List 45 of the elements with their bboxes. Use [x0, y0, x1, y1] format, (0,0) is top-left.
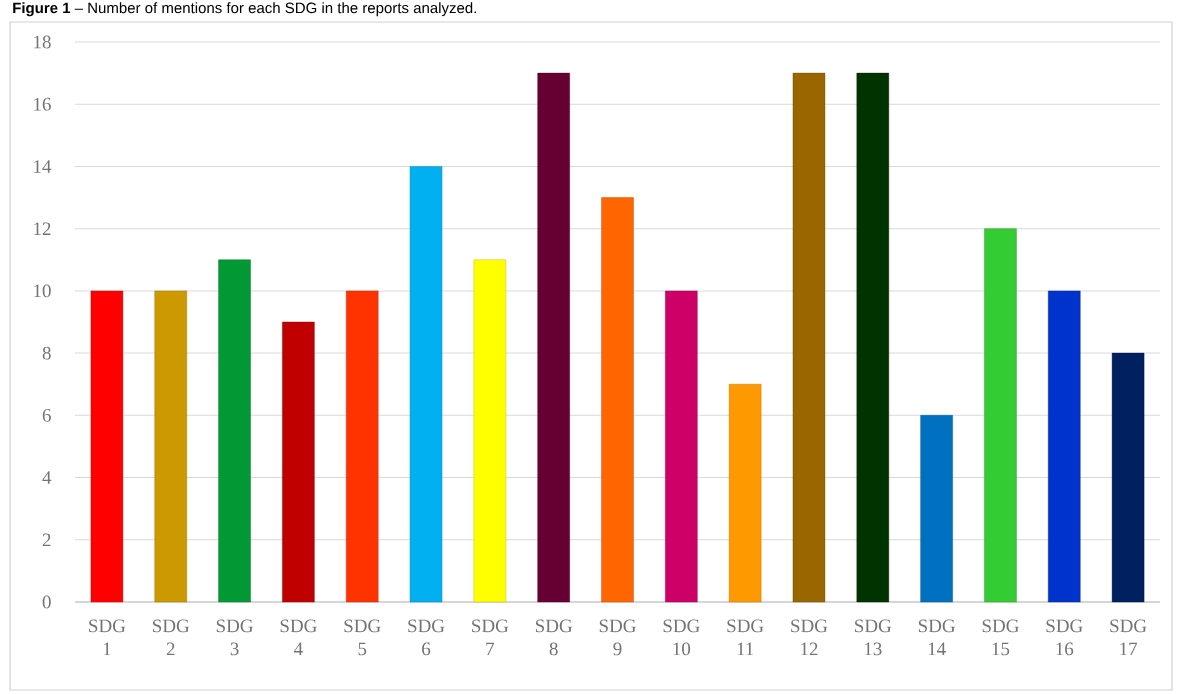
bar [792, 72, 826, 603]
y-tick-label: 4 [42, 471, 52, 484]
x-tick-label: SDG 15 [982, 619, 1019, 656]
bar [409, 166, 443, 603]
x-tick-label: SDG 11 [727, 619, 764, 656]
y-tick-label: 18 [34, 35, 51, 49]
y-tick-label: 8 [42, 346, 51, 360]
bar [920, 415, 953, 603]
bar [984, 228, 1017, 603]
x-tick-label: SDG 6 [408, 619, 445, 656]
x-tick-label: SDG 1 [89, 619, 126, 656]
y-tick-label: 6 [42, 408, 51, 422]
y-tick-label: 16 [34, 97, 51, 111]
bar [728, 384, 762, 603]
y-tick-label: 0 [42, 595, 51, 609]
bar [346, 290, 379, 603]
bar [282, 321, 315, 603]
x-tick-label: SDG 3 [216, 619, 253, 656]
x-tick-label: SDG 16 [1046, 619, 1083, 656]
x-tick-label: SDG 9 [599, 619, 636, 656]
y-tick-label: 14 [34, 160, 52, 173]
bar [665, 290, 698, 603]
x-tick-label: SDG 8 [535, 619, 573, 656]
bar [537, 72, 570, 603]
bar [601, 197, 634, 603]
y-tick-label: 2 [42, 533, 51, 547]
bar [1048, 290, 1081, 603]
x-tick-label: SDG 10 [663, 619, 700, 656]
x-tick-label: SDG 14 [918, 619, 956, 656]
y-tick-label: 12 [34, 222, 51, 235]
bar [218, 259, 251, 603]
x-tick-label: SDG 4 [280, 619, 317, 656]
bar [90, 290, 124, 603]
x-tick-label: SDG 2 [153, 619, 190, 656]
x-tick-label: SDG 5 [344, 619, 381, 656]
x-tick-label: SDG 17 [1110, 619, 1147, 656]
x-tick-label: SDG 7 [472, 619, 509, 656]
chart-title: Figure 1 – Number of mentions for each SDG in the reports analyzed. [13, 2, 476, 17]
bar [856, 72, 889, 603]
bar [1111, 352, 1145, 603]
x-tick-label: SDG 12 [791, 619, 828, 656]
bar [154, 290, 187, 603]
x-tick-label: SDG 13 [855, 619, 892, 656]
y-tick-label: 10 [34, 284, 51, 298]
bar [473, 259, 507, 603]
